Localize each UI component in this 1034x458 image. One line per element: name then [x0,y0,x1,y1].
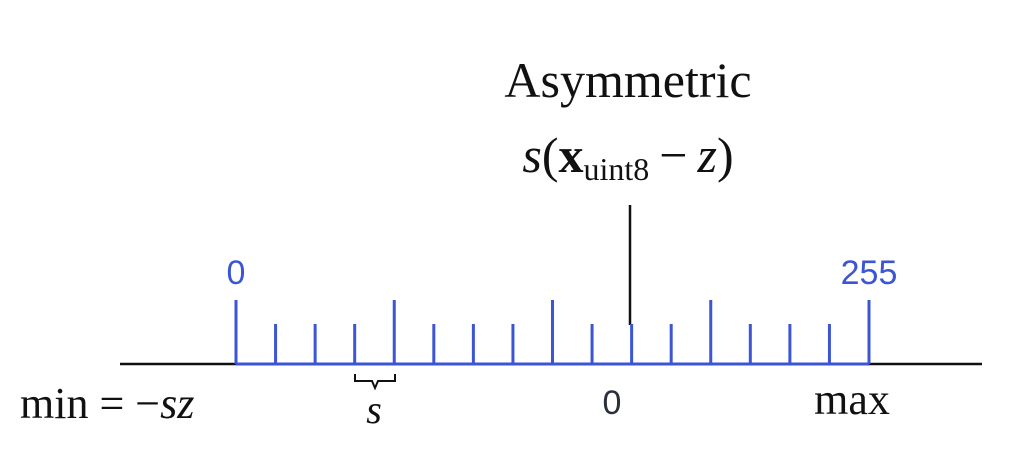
min-label-equals: = [99,379,124,428]
formula-close-paren: ) [717,127,734,183]
title-asymmetric: Asymmetric [504,52,751,108]
min-label-prefix: min [20,379,88,428]
quantized-label-start: 0 [227,254,246,292]
formula-scale: s [522,127,541,183]
formula-z: z [696,127,716,183]
formula-open-paren: ( [542,127,559,183]
quantized-ticks [234,300,871,364]
min-label: min = −sz [20,379,194,428]
formula: s(xuint8− z) [522,127,733,187]
formula-x: x [559,127,584,183]
formula-subscript: uint8 [584,151,650,187]
max-label: max [814,375,890,424]
zero-label: 0 [603,384,622,422]
min-label-minus: − [135,379,160,428]
step-label: s [366,387,382,432]
quantized-label-end: 255 [841,254,898,292]
min-label-z: z [176,379,194,428]
min-label-s: s [160,379,177,428]
step-brace [354,374,396,391]
formula-minus: − [659,127,687,183]
